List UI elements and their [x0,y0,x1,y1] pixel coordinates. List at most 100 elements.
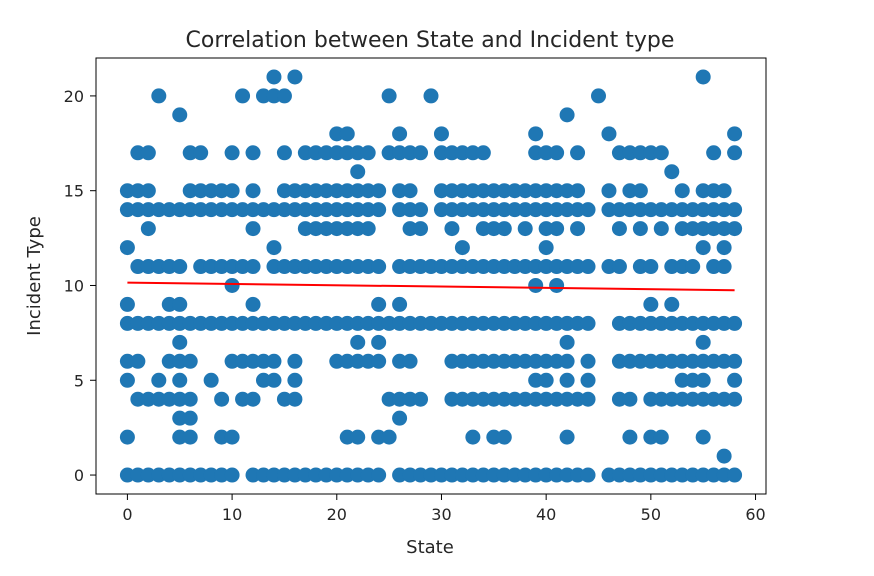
data-point [224,353,240,369]
data-point [140,221,156,237]
data-point [580,391,596,407]
data-point [433,315,449,331]
data-point [119,315,135,331]
data-point [214,467,230,483]
data-point [245,202,261,218]
data-point [664,467,680,483]
data-point [622,202,638,218]
data-point [486,202,502,218]
data-point [465,315,481,331]
data-point [685,315,701,331]
data-point [444,202,460,218]
x-tick-label: 20 [327,505,347,524]
data-point [329,259,345,275]
data-point [622,183,638,199]
data-point [360,467,376,483]
data-point [130,467,146,483]
data-point [339,259,355,275]
data-point [517,221,533,237]
data-point [371,259,387,275]
data-point [339,467,355,483]
data-point [318,202,334,218]
data-point [538,202,554,218]
data-point [130,353,146,369]
data-point [350,315,366,331]
data-point [601,126,617,142]
data-point [214,259,230,275]
data-point [528,259,544,275]
data-point [182,429,198,445]
data-point [664,315,680,331]
data-point [444,315,460,331]
data-point [433,202,449,218]
data-point [538,145,554,161]
data-point [580,372,596,388]
data-point [297,259,313,275]
data-point [350,145,366,161]
data-point [496,315,512,331]
data-point [695,334,711,350]
y-tick-label: 0 [74,466,84,485]
data-point [297,315,313,331]
data-point [214,429,230,445]
data-point [308,183,324,199]
data-point [392,126,408,142]
data-point [538,353,554,369]
data-point [287,183,303,199]
data-point [716,448,732,464]
data-point [266,259,282,275]
data-point [276,391,292,407]
x-tick-label: 0 [122,505,132,524]
data-point [182,391,198,407]
data-point [203,372,219,388]
data-point [214,202,230,218]
data-point [653,391,669,407]
data-point [444,467,460,483]
data-point [130,183,146,199]
data-point [214,391,230,407]
data-point [580,315,596,331]
data-point [496,183,512,199]
data-point [528,145,544,161]
data-point [611,315,627,331]
data-point [465,391,481,407]
data-point [151,88,167,104]
data-point [517,353,533,369]
data-point [413,391,429,407]
data-point [308,259,324,275]
data-point [266,372,282,388]
data-point [308,202,324,218]
trend-layer [127,281,735,292]
data-point [507,467,523,483]
data-point [172,353,188,369]
data-point [486,429,502,445]
data-point [622,391,638,407]
data-point [559,183,575,199]
x-axis: 0 10 20 30 40 50 60 [122,494,766,524]
data-point [653,467,669,483]
data-point [727,315,743,331]
data-point [172,259,188,275]
data-point [161,259,177,275]
data-point [664,353,680,369]
data-point [172,202,188,218]
data-point [549,202,565,218]
data-point [423,88,439,104]
data-point [256,202,271,218]
data-point [486,391,502,407]
data-point [465,429,481,445]
data-point [653,315,669,331]
data-point [161,353,177,369]
data-point [413,259,429,275]
data-point [413,202,429,218]
data-point [193,145,209,161]
data-point [486,315,502,331]
data-point [224,145,240,161]
data-point [727,145,743,161]
data-point [392,296,408,312]
data-point [517,202,533,218]
data-point [119,296,135,312]
data-point [360,221,376,237]
data-point [172,296,188,312]
data-point [392,391,408,407]
